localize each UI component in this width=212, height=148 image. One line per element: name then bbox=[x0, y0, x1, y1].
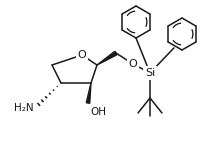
Text: OH: OH bbox=[90, 107, 106, 117]
Text: Si: Si bbox=[145, 68, 155, 78]
Polygon shape bbox=[97, 51, 117, 65]
Polygon shape bbox=[86, 83, 91, 103]
Text: H₂N: H₂N bbox=[14, 103, 34, 113]
Text: O: O bbox=[129, 59, 137, 69]
Text: O: O bbox=[78, 50, 86, 60]
